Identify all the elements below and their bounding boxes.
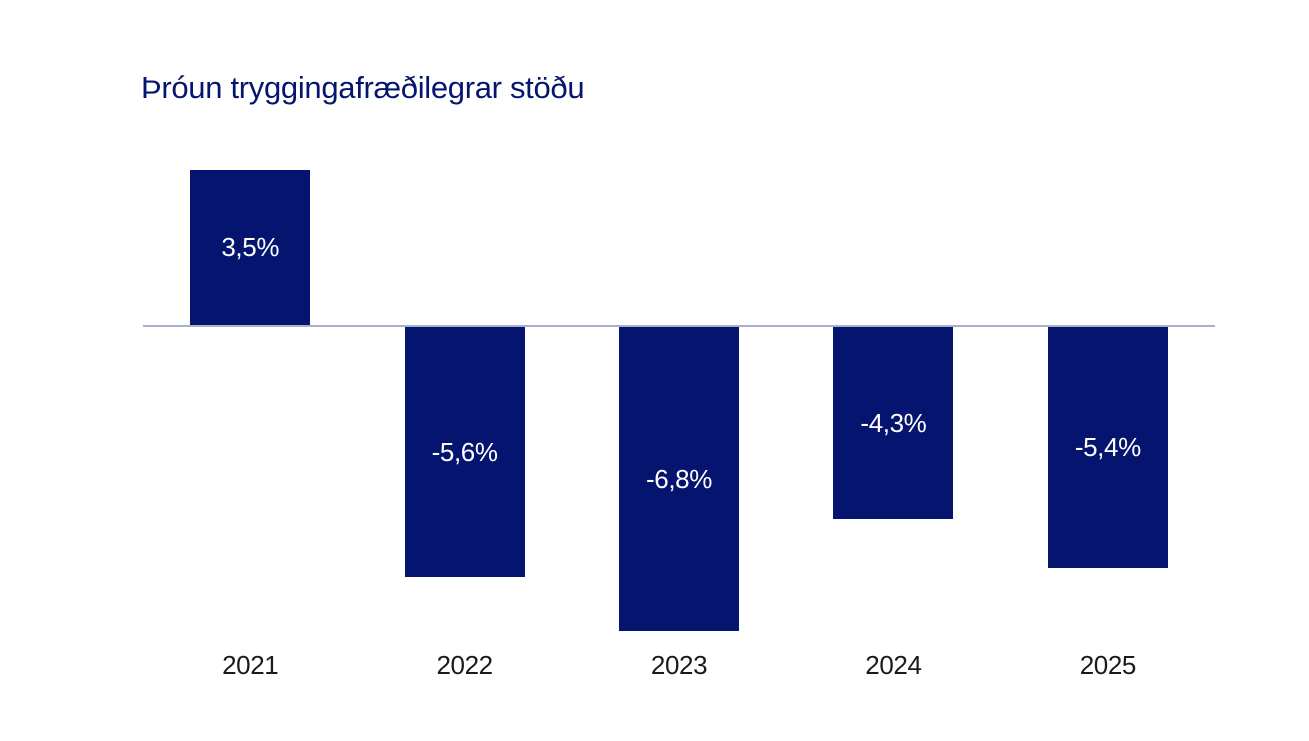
bar-group-2023: -6,8% [572, 140, 786, 640]
bar-2023: -6,8% [619, 327, 740, 631]
bar-value-label: -5,4% [1074, 432, 1141, 463]
bar-value-label: -6,8% [646, 463, 712, 494]
x-axis-label-2024: 2024 [865, 650, 922, 680]
bar-value-label: -5,6% [431, 436, 498, 467]
bar-2021: 3,5% [190, 169, 311, 326]
bar-group-2021: 3,5% [143, 140, 357, 640]
bar-group-2025: -5,4% [1001, 140, 1215, 640]
bar-group-2024: -4,3% [786, 140, 1000, 640]
x-axis-label-2023: 2023 [650, 650, 708, 680]
bar-group-2022: -5,6% [357, 140, 571, 640]
plot-area: 3,5% -5,6% -6,8% -4,3% -5,4% [143, 140, 1215, 640]
x-axis-label-2025: 2025 [1079, 650, 1137, 680]
bar-2025: -5,4% [1047, 327, 1168, 569]
bar-2024: -4,3% [833, 327, 954, 520]
bar-value-label: 3,5% [221, 232, 280, 263]
x-axis-labels: 2021 2022 2023 2024 2025 [143, 650, 1215, 681]
x-axis-label-2022: 2022 [436, 650, 493, 680]
x-axis-label-2021: 2021 [222, 650, 279, 680]
bar-value-label: -4,3% [860, 407, 927, 438]
x-axis-line [143, 325, 1215, 327]
chart-title: Þróun tryggingafræðilegrar stöðu [141, 70, 585, 105]
bar-2022: -5,6% [404, 327, 525, 578]
